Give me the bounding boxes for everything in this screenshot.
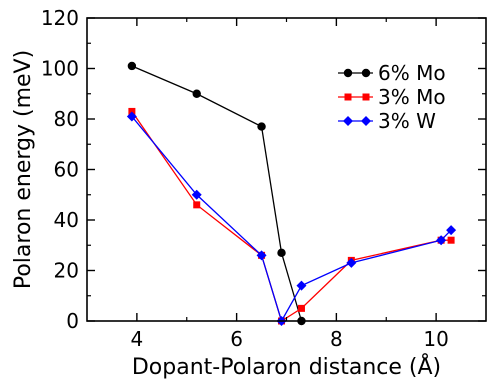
series-3pct-mo — [128, 107, 455, 325]
data-point-3pct-mo — [193, 201, 201, 209]
series-line-6pct-mo — [131, 65, 303, 322]
legend-label: 6% Mo — [378, 61, 446, 85]
data-point-3pct-mo — [128, 107, 136, 115]
data-point-6pct-mo — [277, 248, 286, 258]
legend-item-3pct-mo: 3% Mo — [338, 85, 446, 109]
legend-marker — [362, 93, 370, 101]
x-tick-label: 8 — [330, 327, 343, 351]
data-point-3pct-w — [346, 257, 357, 268]
y-tick-label: 120 — [41, 6, 79, 30]
legend-item-3pct-w: 3% W — [338, 109, 436, 133]
x-axis-label: Dopant-Polaron distance (Å) — [132, 353, 441, 380]
legend-marker — [344, 93, 352, 101]
x-tick-label: 4 — [131, 327, 144, 351]
data-point-6pct-mo — [192, 89, 201, 98]
x-tick-label: 10 — [423, 327, 448, 351]
legend-label: 3% W — [378, 109, 436, 133]
series-6pct-mo — [127, 61, 306, 326]
series-3pct-w — [126, 111, 457, 326]
data-point-3pct-w — [126, 111, 137, 122]
legend-marker — [343, 116, 353, 126]
series-line-3pct-w — [131, 116, 452, 323]
data-point-6pct-mo — [127, 61, 137, 71]
data-point-3pct-mo — [297, 304, 305, 312]
data-point-3pct-w — [436, 235, 447, 246]
data-point-3pct-w — [256, 250, 267, 261]
legend-marker — [361, 68, 371, 78]
series-line-3pct-mo — [131, 111, 452, 323]
y-tick-label: 100 — [41, 57, 79, 81]
y-tick-label: 0 — [66, 309, 79, 333]
data-point-6pct-mo — [257, 122, 266, 131]
legend-marker — [361, 116, 371, 126]
legend-marker — [343, 68, 353, 78]
y-tick-label: 60 — [54, 158, 79, 182]
data-point-3pct-w — [296, 280, 307, 291]
data-point-3pct-mo — [447, 236, 455, 244]
y-tick-label: 80 — [54, 107, 79, 131]
y-tick-label: 40 — [54, 208, 79, 232]
series-layer — [126, 61, 457, 326]
data-point-3pct-w — [191, 189, 202, 200]
legend: 6% Mo3% Mo3% W — [338, 61, 446, 133]
y-tick-label: 20 — [54, 259, 79, 283]
legend-item-6pct-mo: 6% Mo — [338, 61, 446, 85]
legend-label: 3% Mo — [378, 85, 446, 109]
data-point-3pct-w — [446, 225, 457, 236]
y-axis-label: Polaron energy (meV) — [11, 50, 36, 289]
x-tick-label: 6 — [230, 327, 243, 351]
